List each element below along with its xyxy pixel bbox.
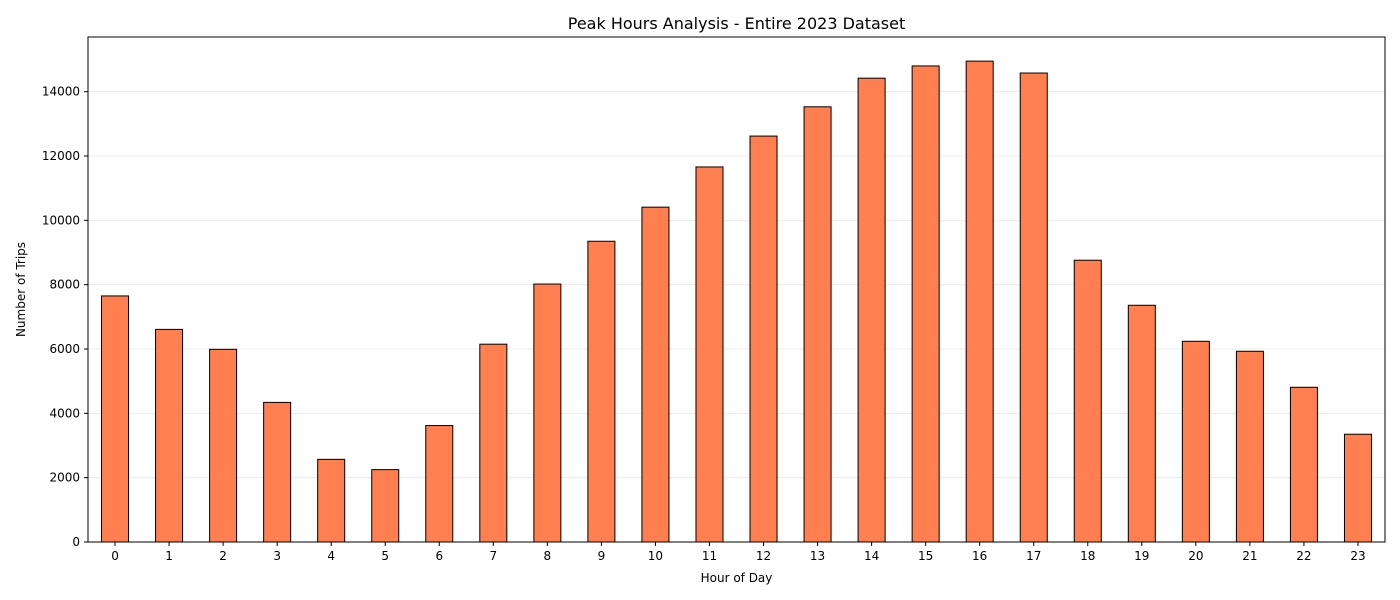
grid-lines [88,91,1385,543]
bar-hour-17 [1019,72,1048,543]
x-tick-label: 12 [756,549,771,563]
x-tick-label: 19 [1134,549,1149,563]
y-tick-label: 4000 [49,406,80,420]
y-tick-label: 14000 [42,85,80,99]
bar-hour-3 [263,401,292,543]
x-tick-label: 21 [1242,549,1257,563]
y-axis-label: Number of Trips [14,242,28,337]
bars [101,60,1372,543]
x-tick-label: 7 [489,549,497,563]
x-tick-label: 22 [1296,549,1311,563]
bar-hour-5 [371,469,400,543]
x-tick-label: 6 [435,549,443,563]
bar-hour-21 [1235,350,1264,543]
bar-hour-16 [965,60,994,543]
x-axis-label: Hour of Day [701,571,773,585]
bar-hour-22 [1289,386,1318,543]
x-axis-ticks: 0 1 2 3 4 5 6 7 8 9 10 11 12 13 14 15 16 17 18 19 20 21 22 23 [111,542,1366,563]
bar-hour-9 [587,240,616,543]
x-tick-label: 1 [165,549,173,563]
y-tick-label: 0 [72,535,80,549]
bar-hour-0 [101,295,130,543]
bar-hour-7 [479,343,508,543]
y-axis-ticks: 0 2000 4000 6000 8000 10000 12000 14000 [42,85,88,549]
x-tick-label: 2 [219,549,227,563]
bar-hour-23 [1343,433,1372,543]
y-tick-label: 6000 [49,342,80,356]
x-tick-label: 9 [598,549,606,563]
bar-hour-11 [695,166,724,543]
x-tick-label: 14 [864,549,879,563]
x-tick-label: 23 [1350,549,1365,563]
x-tick-label: 13 [810,549,825,563]
bar-hour-13 [803,106,832,543]
bar-hour-19 [1127,304,1156,543]
bar-hour-6 [425,425,454,543]
y-tick-label: 2000 [49,471,80,485]
plot-frame [87,36,1386,543]
x-tick-label: 5 [381,549,389,563]
x-tick-label: 8 [544,549,552,563]
bar-hour-20 [1181,340,1210,543]
x-tick-label: 15 [918,549,933,563]
y-tick-label: 10000 [42,213,80,227]
x-tick-label: 10 [648,549,663,563]
bar-hour-4 [317,458,346,543]
x-tick-label: 20 [1188,549,1203,563]
x-tick-label: 3 [273,549,281,563]
chart-title: Peak Hours Analysis - Entire 2023 Datase… [568,14,906,33]
bar-hour-14 [857,77,886,543]
y-tick-label: 8000 [49,278,80,292]
bar-hour-15 [911,65,940,543]
bar-hour-18 [1073,259,1102,543]
y-tick-label: 12000 [42,149,80,163]
bar-hour-1 [155,328,184,543]
x-tick-label: 18 [1080,549,1095,563]
x-tick-label: 0 [111,549,119,563]
x-tick-label: 4 [327,549,335,563]
x-tick-label: 17 [1026,549,1041,563]
bar-hour-8 [533,283,562,543]
x-tick-label: 11 [702,549,717,563]
x-tick-label: 16 [972,549,987,563]
bar-hour-2 [209,348,238,543]
bar-hour-10 [641,206,670,543]
bar-hour-12 [749,135,778,543]
